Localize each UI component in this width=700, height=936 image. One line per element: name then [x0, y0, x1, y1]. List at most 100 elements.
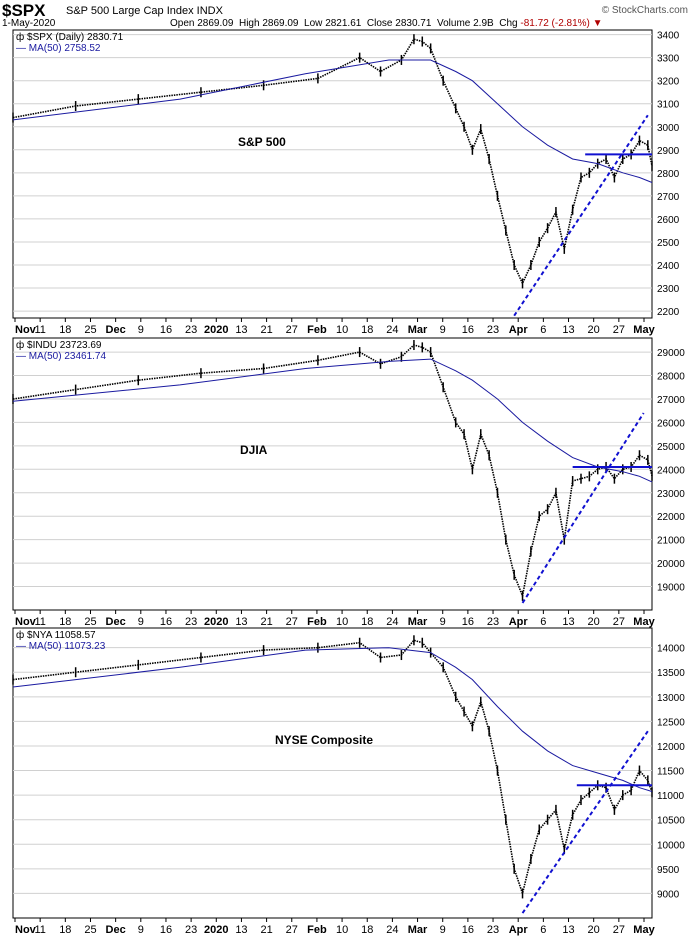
x-tick-label: 16 [160, 324, 172, 336]
x-tick-label: 18 [59, 924, 71, 936]
legend-price: ф $NYA 11058.57 [16, 629, 96, 641]
rising-trendline [513, 114, 649, 317]
y-tick-label: 14000 [657, 644, 685, 655]
x-tick-label: 13 [562, 924, 574, 936]
y-tick-label: 11000 [657, 791, 685, 802]
x-tick-label: 23 [185, 324, 197, 336]
x-tick-label: May [633, 924, 655, 936]
y-tick-label: 2500 [657, 238, 680, 249]
x-tick-label: 9 [138, 616, 144, 628]
y-tick-label: 19000 [657, 583, 685, 594]
y-tick-label: 13000 [657, 693, 685, 704]
x-tick-label: 18 [59, 324, 71, 336]
ma-series-line [12, 358, 653, 483]
x-tick-label: Feb [307, 924, 327, 936]
high-value: 2869.09 [262, 18, 299, 29]
legend-price: ф $SPX (Daily) 2830.71 [16, 31, 124, 43]
ma-series-line [12, 59, 653, 183]
panel-frame [12, 29, 653, 319]
x-tick-label: 27 [613, 924, 625, 936]
x-tick-label: 16 [462, 616, 474, 628]
x-tick-label: 24 [386, 924, 398, 936]
x-tick-label: 9 [138, 924, 144, 936]
x-tick-label: Nov [15, 324, 37, 336]
chg-label: Chg [499, 18, 518, 29]
y-tick-label: 9500 [657, 865, 680, 876]
x-tick-label: Dec [106, 616, 126, 628]
legend-price: ф $INDU 23723.69 [16, 339, 102, 351]
x-tick-label: Mar [408, 324, 428, 336]
y-tick-label: 10500 [657, 816, 685, 827]
y-tick-label: 2600 [657, 215, 680, 226]
x-tick-label: Dec [106, 924, 126, 936]
y-tick-label: 10000 [657, 840, 685, 851]
panel-frame [12, 337, 653, 611]
x-tick-label: 10 [336, 324, 348, 336]
x-tick-label: Feb [307, 616, 327, 628]
y-tick-label: 23000 [657, 489, 685, 500]
chart-instrument-name: S&P 500 Large Cap Index INDX [66, 5, 223, 17]
open-label: Open [170, 18, 195, 29]
y-tick-label: 2400 [657, 261, 680, 272]
y-tick-label: 3400 [657, 31, 680, 42]
y-tick-label: 9000 [657, 889, 680, 900]
x-tick-label: 20 [588, 324, 600, 336]
x-tick-label: 13 [235, 324, 247, 336]
y-tick-label: 12000 [657, 742, 685, 753]
x-tick-label: Apr [509, 324, 529, 336]
close-label: Close [366, 18, 393, 29]
x-tick-label: 24 [386, 616, 398, 628]
x-tick-label: 18 [59, 616, 71, 628]
y-tick-label: 20000 [657, 559, 685, 570]
low-value: 2821.61 [325, 18, 362, 29]
y-tick-label: 2200 [657, 307, 680, 318]
x-tick-label: 6 [540, 616, 546, 628]
y-tick-label: 29000 [657, 348, 685, 359]
panel-annotation: DJIA [240, 443, 268, 457]
x-tick-label: 16 [160, 924, 172, 936]
legend-ma: — MA(50) 11073.23 [16, 641, 106, 652]
x-tick-label: 9 [440, 616, 446, 628]
panel-annotation: NYSE Composite [275, 733, 373, 747]
x-tick-label: 20 [588, 616, 600, 628]
x-tick-label: 13 [235, 616, 247, 628]
y-tick-label: 26000 [657, 418, 685, 429]
volume-value: 2.9B [473, 18, 494, 29]
x-tick-label: 27 [286, 924, 298, 936]
x-tick-label: Nov [15, 924, 37, 936]
x-tick-label: 16 [160, 616, 172, 628]
low-label: Low [304, 18, 323, 29]
down-arrow-icon: ▼ [592, 18, 603, 29]
x-tick-label: 21 [260, 616, 272, 628]
x-tick-label: 10 [336, 616, 348, 628]
chg-value: -81.72 (-2.81%) [520, 18, 590, 29]
y-tick-label: 11500 [657, 767, 685, 778]
x-tick-label: 2020 [204, 616, 228, 628]
x-tick-label: 23 [487, 324, 499, 336]
panel-frame [12, 627, 653, 919]
y-tick-label: 21000 [657, 536, 685, 547]
chart-symbol: $SPX [2, 1, 46, 20]
y-tick-label: 12500 [657, 717, 685, 728]
x-tick-label: 9 [440, 324, 446, 336]
x-tick-label: 21 [260, 324, 272, 336]
y-tick-label: 3100 [657, 100, 680, 111]
x-tick-label: Apr [509, 616, 529, 628]
x-tick-label: May [633, 324, 655, 336]
y-tick-label: 25000 [657, 442, 685, 453]
x-tick-label: 6 [540, 924, 546, 936]
y-tick-label: 27000 [657, 395, 685, 406]
x-tick-label: 11 [34, 324, 45, 336]
x-tick-label: 16 [462, 324, 474, 336]
x-tick-label: 27 [613, 324, 625, 336]
legend-ma: — MA(50) 2758.52 [16, 43, 101, 54]
x-tick-label: Mar [408, 924, 428, 936]
source-credit: © StockCharts.com [601, 5, 688, 16]
x-tick-label: 18 [361, 616, 373, 628]
open-value: 2869.09 [197, 18, 234, 29]
x-tick-label: 21 [260, 924, 272, 936]
ohlc-readout: Open 2869.09 High 2869.09 Low 2821.61 Cl… [170, 18, 603, 29]
x-tick-label: 27 [286, 324, 298, 336]
y-tick-label: 3200 [657, 77, 680, 88]
